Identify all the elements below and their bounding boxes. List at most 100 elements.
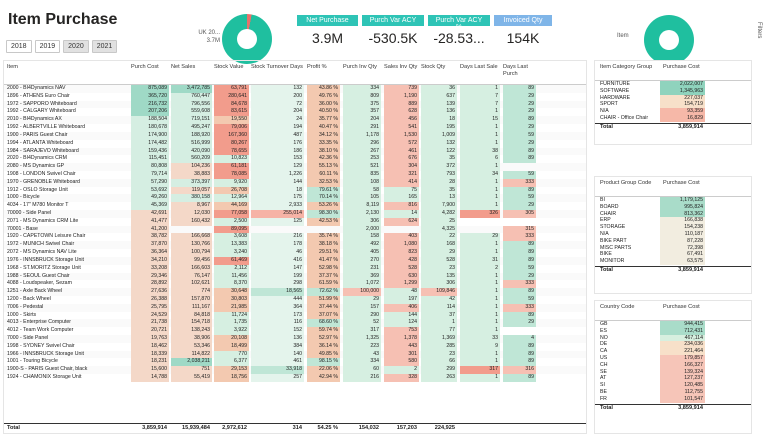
table-row[interactable]: NO 467,114 [595,334,751,342]
table-row[interactable]: 2020 - BI4Dynamics CRM 115,451 560,209 10,8… [4,155,586,164]
col-header[interactable]: Stock Qty [421,64,446,70]
table-row[interactable]: CH 166,327 [595,361,751,369]
table-row[interactable]: 7000 - Side Panel 19,763 38,906 20,108 136 52… [4,335,586,343]
col-header[interactable]: Net Sales [171,64,196,70]
table-cell: 75 [384,186,419,195]
table-row[interactable]: N/A 110,187 [595,230,751,238]
col-header[interactable]: Days Last Sale [460,64,498,70]
item-donut-chart[interactable] [644,15,694,65]
table-row[interactable]: 1988 - SEOUL Guest Chair 29,346 76,147 11,4… [4,272,586,281]
table-row[interactable]: 1900 - PARIS Guest Chair 174,900 188,920 16… [4,131,586,140]
table-row[interactable]: CA 221,464 [595,348,751,355]
year-button-2021[interactable]: 2021 [91,40,118,53]
table-row[interactable]: ES 712,431 [595,327,751,335]
table-row[interactable]: BIKE PART 87,228 [595,237,751,245]
col-header[interactable]: Stock Turnover Days [251,64,303,70]
table-cell: 751 [171,366,212,375]
col-header[interactable]: Sales Inv Qty [384,64,418,70]
table-cell: 37.07 % [307,311,340,320]
table-row[interactable]: 1900-S - PARIS Guest Chair, black 15,600 7… [4,366,586,375]
table-row[interactable]: MONITOR 63,575 [595,258,751,265]
table-row[interactable]: BIKE 67,491 [595,251,751,259]
col-header[interactable]: Days Last Purch [503,64,528,77]
col-header-product-group[interactable]: Product Group Code [600,180,652,186]
table-row[interactable]: 2010 - BI4Dynamics AX 188,504 719,151 19,55… [4,116,586,125]
table-row[interactable]: 1200 - Back Wheel 26,388 157,870 30,803 444 5… [4,295,586,304]
col-header-country-code[interactable]: Country Code [600,304,635,310]
table-row[interactable]: 1992 - CALGARY Whiteboard 207,206 559,608 8… [4,108,586,117]
year-button-2020[interactable]: 2020 [63,40,89,53]
table-row[interactable]: HARDWARE 227,037 [595,94,751,102]
col-header[interactable]: Purch Inv Qty [343,64,377,70]
table-row[interactable]: 1920 - CAPETOWN Leisure Chair 38,782 166,6… [4,233,586,242]
table-row[interactable]: 1972 - MUNICH Swivel Chair 37,870 130,766 1… [4,241,586,250]
table-row[interactable]: CHAIR 813,362 [595,210,751,218]
table-row[interactable]: 7006 - Pedestal 25,795 111,167 21,985 364 37.… [4,303,586,312]
table-row[interactable]: 2000 - BI4Dynamics NAV 875,089 3,472,785 63… [4,85,586,93]
col-header[interactable]: Stock Value [214,64,244,70]
table-row[interactable]: CHAIR - Office Chair 16,829 [595,114,751,122]
table-row[interactable]: STORAGE 154,238 [595,224,751,231]
table-row[interactable]: MISC PARTS 72,398 [595,244,751,252]
country-donut-chart[interactable] [222,14,272,64]
table-row[interactable]: 1992 - ALBERTVILLE Whiteboard 180,678 495,… [4,124,586,132]
table-row[interactable]: AT 127,237 [595,375,751,383]
total-value: 3,859,914 [678,404,703,411]
col-header[interactable]: Profit % [307,64,327,70]
row-item-label: 2010 - BI4Dynamics AX [7,116,62,123]
table-row[interactable]: 1000 - Skirts 24,529 84,818 11,724 173 37.07 … [4,311,586,320]
table-row[interactable]: SI 120,485 [595,382,751,389]
table-row[interactable]: 2080 - MS Dynamics GP 80,808 104,236 61,181… [4,163,586,171]
row-item-label: 2020 - BI4Dynamics CRM [7,155,67,162]
col-header-purchase-cost[interactable]: Purchase Cost [663,304,700,310]
table-row[interactable]: US 179,857 [595,354,751,362]
table-row[interactable]: N/A 93,359 [595,108,751,115]
table-row[interactable]: 1912 - OSLO Storage Unit 53,692 119,057 26,… [4,186,586,195]
col-header-purchase-cost[interactable]: Purchase Cost [663,180,700,186]
table-row[interactable]: 1000 - Bicycle 49,260 380,158 12,964 175 70.1… [4,194,586,203]
table-row[interactable]: 1972 - SAPPORO Whiteboard 216,732 796,556 8… [4,100,586,109]
table-row[interactable]: 4088 - Loudspeaker, Sezam 28,892 102,621 8,… [4,280,586,289]
year-button-2019[interactable]: 2019 [34,40,61,53]
filters-pane-toggle[interactable]: Filters [753,22,768,72]
table-row[interactable]: BI 1,179,125 [595,197,751,204]
table-row[interactable]: FR 101,547 [595,395,751,403]
table-row[interactable]: 2071 - MS Dynamics CRM Lite 41,477 160,432… [4,217,586,226]
table-row[interactable]: 1251 - Axle Back Wheel 27,636 774 30,648 18,… [4,288,586,296]
table-row[interactable]: SPORT 154,719 [595,101,751,109]
table-row[interactable]: 1001 - Touring Bicycle 18,231 2,038,211 6,3… [4,358,586,367]
table-row[interactable]: 70000 - Side Panel 42,691 12,030 77,058 255,… [4,210,586,218]
col-header-purchase-cost[interactable]: Purchase Cost [663,64,700,70]
table-row[interactable]: 1896 - ATHENS Euro Chair 365,720 760,447 28… [4,92,586,101]
table-row[interactable]: SOFTWARE 1,345,963 [595,87,751,95]
table-row[interactable]: 1994 - ATLANTA Whiteboard 174,482 516,999 8… [4,139,586,148]
table-row[interactable]: 2072 - MS Dynamics NAV Lite 36,364 100,794… [4,249,586,257]
table-cell: 1,325 [343,335,381,343]
table-row[interactable]: DE 234,036 [595,341,751,349]
table-row[interactable]: 1984 - SARAJEVO Whiteboard 159,436 420,090… [4,147,586,156]
table-row[interactable]: 70001 - Base 41,200 89,095 2,000 4,325 315 [4,225,586,234]
table-cell: 29,346 [131,272,169,281]
table-row[interactable]: 1924 - CHAMONIX Storage Unit 14,788 55,419… [4,374,586,382]
table-row[interactable]: 4034 - 17" M780 Monitor T 45,369 8,967 44,1… [4,202,586,210]
table-row[interactable]: 1998 - SYDNEY Swivel Chair 18,462 53,346 18… [4,342,586,351]
col-header-category[interactable]: Item Category Group [600,64,653,70]
table-row[interactable]: 1970 - GRENOBLE Whiteboard 57,290 373,397 9… [4,178,586,187]
table-row[interactable]: 1966 - INNSBRUCK Storage Unit 18,339 114,8… [4,350,586,359]
table-row[interactable]: BOARD 995,824 [595,203,751,211]
table-row[interactable]: BE 112,755 [595,388,751,396]
table-row[interactable]: 1908 - LONDON Swivel Chair 79,714 38,883 78… [4,170,586,179]
table-row[interactable]: SE 139,324 [595,368,751,376]
table-row[interactable]: 4012 - Team Work Computer 20,721 138,243 3,… [4,327,586,335]
table-row[interactable]: FURNITURE 2,022,007 [595,81,751,88]
table-row[interactable]: 1968 - ST.MORITZ Storage Unit 33,208 166,6… [4,264,586,273]
col-header[interactable]: Purch Cost [131,64,159,70]
year-button-2018[interactable]: 2018 [6,40,32,53]
table-row[interactable]: 1976 - INNSBRUCK Storage Unit 34,210 99,45… [4,256,586,265]
table-row[interactable]: 4013 - Enterprise Computer 21,738 154,718 1… [4,319,586,328]
table-row[interactable]: ERP 166,838 [595,217,751,225]
table-cell [503,163,536,171]
table-row[interactable]: GB 944,415 [595,321,751,328]
table-cell: 823 [384,249,419,257]
col-header[interactable]: Item [7,64,18,70]
